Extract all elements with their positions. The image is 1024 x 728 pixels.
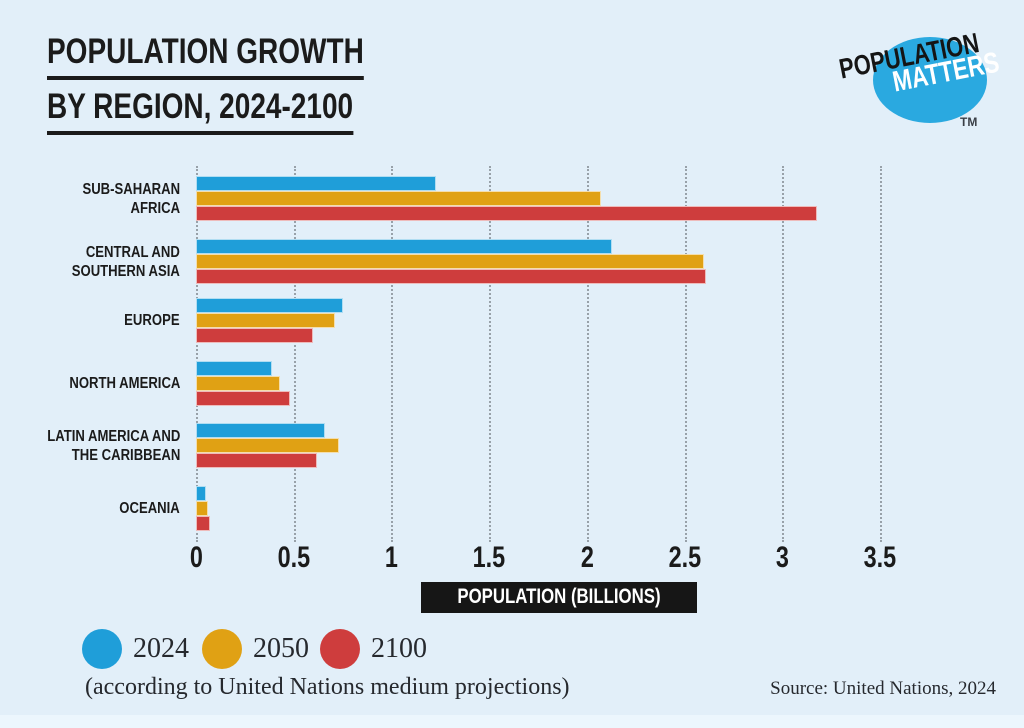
page-title: POPULATION GROWTH BY REGION, 2024-2100	[47, 34, 443, 144]
category-label-latin-america-and: LATIN AMERICA AND THE CARIBBEAN	[46, 427, 180, 464]
bar-north-america-2050	[196, 376, 281, 391]
title-line-2: BY REGION, 2024-2100	[47, 89, 443, 135]
source-credit: Source: United Nations, 2024	[770, 678, 996, 699]
category-label-central-and: CENTRAL AND SOUTHERN ASIA	[71, 243, 180, 280]
bar-central-and-2100	[196, 269, 707, 284]
bar-latin-america-and-2050	[196, 438, 339, 453]
category-label-oceania: OCEANIA	[119, 500, 180, 518]
bar-europe-2100	[196, 328, 314, 343]
legend-label-2100: 2100	[371, 633, 427, 664]
legend-swatch-2050	[202, 629, 242, 669]
x-tick-1.5: 1.5	[472, 541, 506, 574]
x-tick-1: 1	[384, 541, 398, 574]
gridline-1.5	[489, 166, 492, 542]
logo-circle-icon	[873, 37, 987, 123]
trademark-symbol: TM	[960, 115, 978, 129]
bar-latin-america-and-2100	[196, 453, 318, 468]
gridline-3.5	[880, 166, 882, 542]
bar-sub-saharan-2050	[196, 191, 601, 206]
x-tick-3: 3	[775, 541, 789, 574]
title-line-1: POPULATION GROWTH	[47, 34, 443, 80]
x-tick-0: 0	[189, 541, 203, 574]
bar-europe-2050	[196, 313, 335, 328]
category-label-sub-saharan: SUB-SAHARAN AFRICA	[82, 180, 180, 217]
gridline-1	[391, 166, 394, 542]
bar-north-america-2024	[196, 361, 273, 376]
legend-swatch-2024	[82, 629, 122, 669]
bottom-edge-strip	[0, 715, 1024, 728]
bar-central-and-2050	[196, 254, 705, 269]
bar-sub-saharan-2100	[196, 206, 818, 221]
gridline-2	[586, 166, 589, 542]
legend-item-2024: 2024	[82, 629, 189, 669]
gridline-2.5	[684, 166, 687, 542]
category-label-north-america: NORTH AMERICA	[68, 375, 180, 393]
bar-latin-america-and-2024	[196, 423, 325, 438]
x-tick-3.5: 3.5	[863, 541, 897, 574]
x-tick-2: 2	[580, 541, 594, 574]
bar-oceania-2100	[196, 516, 210, 531]
legend-swatch-2100	[320, 629, 360, 669]
population-matters-logo: POPULATION MATTERS TM	[836, 27, 1006, 134]
bar-europe-2024	[196, 298, 343, 313]
legend-item-2100: 2100	[320, 629, 427, 669]
bar-oceania-2024	[196, 486, 206, 501]
legend-label-2024: 2024	[133, 633, 189, 664]
legend-item-2050: 2050	[202, 629, 309, 669]
projection-note: (according to United Nations medium proj…	[85, 674, 570, 700]
legend-label-2050: 2050	[253, 633, 309, 664]
x-tick-0.5: 0.5	[277, 541, 310, 574]
gridline-0	[196, 166, 198, 542]
gridline-0.5	[293, 166, 296, 542]
gridline-3	[782, 166, 785, 542]
bar-central-and-2024	[196, 239, 613, 254]
category-label-europe: EUROPE	[124, 312, 180, 330]
bar-oceania-2050	[196, 501, 208, 516]
x-axis-title: POPULATION (BILLIONS)	[421, 582, 697, 613]
bar-north-america-2100	[196, 391, 290, 406]
x-tick-2.5: 2.5	[668, 541, 701, 574]
bar-sub-saharan-2024	[196, 176, 437, 191]
